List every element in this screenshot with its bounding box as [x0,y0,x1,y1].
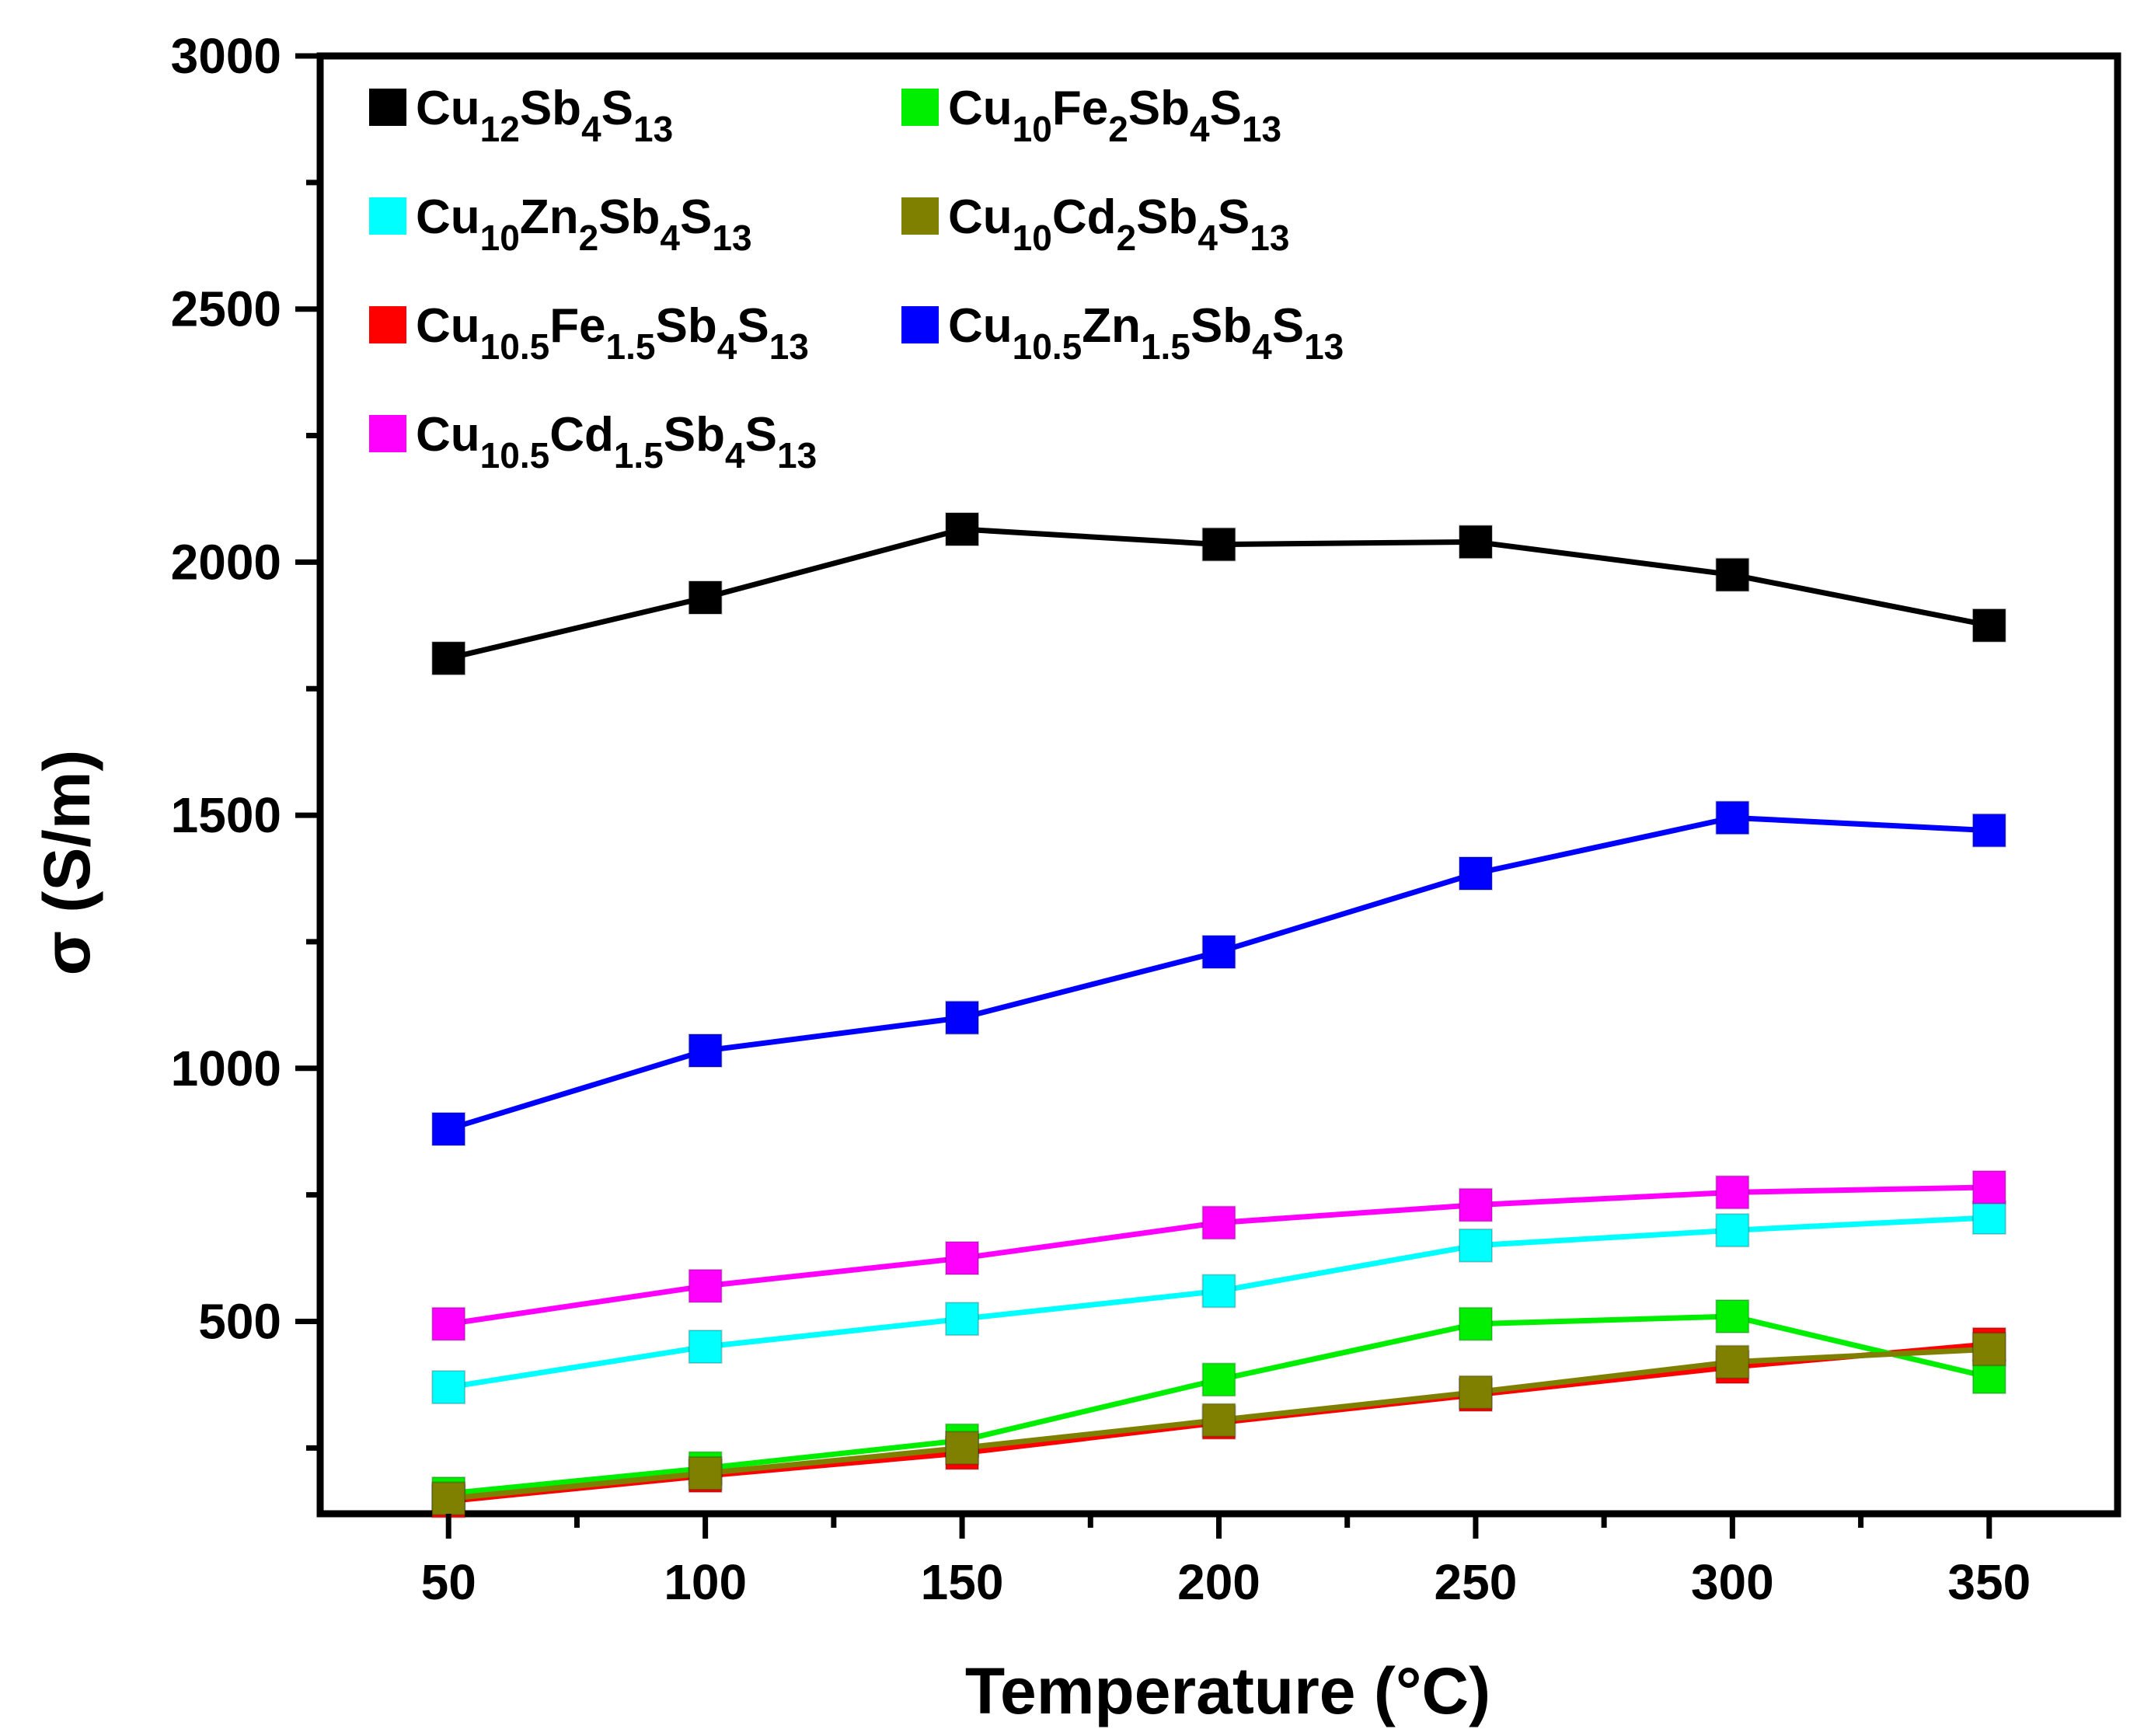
data-point [1971,1200,2006,1235]
data-point [1971,608,2006,643]
data-point [945,512,980,547]
data-point [1201,1205,1236,1240]
data-point [1715,557,1750,592]
x-axis-title: Temperature (°C) [965,1654,1490,1727]
legend-marker [369,89,406,126]
legend-label: Cu10.5Zn1.5Sb4S13 [948,299,1344,367]
data-point [945,1431,980,1466]
legend: Cu12Sb4S13 Cu10.5Fe1.5Sb4S13 Cu10Fe2Sb4S13… [369,82,1344,476]
y-tick-label: 1000 [171,1041,281,1096]
data-point [688,1033,723,1068]
axis-layer: 50 100 150 200 250 300 350 500 1000 1500 2000 2500 3… [171,28,2031,1610]
legend-marker [369,306,406,343]
y-tick-label: 500 [198,1293,281,1349]
data-point [1458,856,1493,891]
y-tick-label: 1500 [171,787,281,843]
x-tick-label: 300 [1691,1554,1774,1610]
legend-marker [901,89,939,126]
x-tick-label: 350 [1947,1554,2031,1610]
x-tick-label: 250 [1435,1554,1518,1610]
x-tick-label: 200 [1177,1554,1260,1610]
y-tick-label: 3000 [171,28,281,84]
data-point [945,1241,980,1276]
data-point [688,1268,723,1303]
data-point [1715,1175,1750,1210]
data-point [1971,1332,2006,1367]
data-point [688,580,723,615]
data-point [1201,1403,1236,1438]
legend-marker [901,306,939,343]
legend-label: Cu12Sb4S13 [416,82,673,149]
data-point [1201,527,1236,562]
y-tick-label: 2500 [171,281,281,337]
data-point [1715,800,1750,835]
legend-label: Cu10Cd2Sb4S13 [948,190,1289,258]
data-point [431,1370,466,1405]
y-tick-label: 2000 [171,534,281,590]
data-point [1715,1299,1750,1333]
legend-label: Cu10Fe2Sb4S13 [948,82,1281,149]
legend-marker [901,197,939,235]
data-point [945,1000,980,1035]
data-point [1971,1360,2006,1395]
y-axis-title: σ (S/m) [30,750,103,976]
data-point [688,1330,723,1365]
data-point [945,1302,980,1337]
data-point [1201,934,1236,969]
series-layer [431,512,2006,1518]
x-tick-label: 50 [421,1554,476,1610]
data-point [1715,1344,1750,1379]
legend-marker [369,197,406,235]
legend-label: Cu10.5Cd1.5Sb4S13 [416,408,817,476]
data-point [431,1111,466,1146]
series-line [448,814,1989,1132]
data-point [1201,1362,1236,1397]
legend-label: Cu10.5Fe1.5Sb4S13 [416,299,809,367]
data-point [1458,1306,1493,1341]
data-point [1458,525,1493,559]
data-point [1971,1170,2006,1204]
data-point [1458,1187,1493,1222]
legend-marker [369,415,406,452]
data-point [1458,1375,1493,1410]
legend-label: Cu10Zn2Sb4S13 [416,190,752,258]
data-point [431,641,466,676]
data-point [431,1306,466,1341]
data-point [688,1455,723,1490]
data-point [1971,813,2006,848]
data-point [1458,1228,1493,1263]
data-point [431,1481,466,1516]
x-tick-label: 100 [664,1554,747,1610]
x-tick-label: 150 [921,1554,1004,1610]
data-point [1201,1274,1236,1309]
data-point [1715,1213,1750,1248]
